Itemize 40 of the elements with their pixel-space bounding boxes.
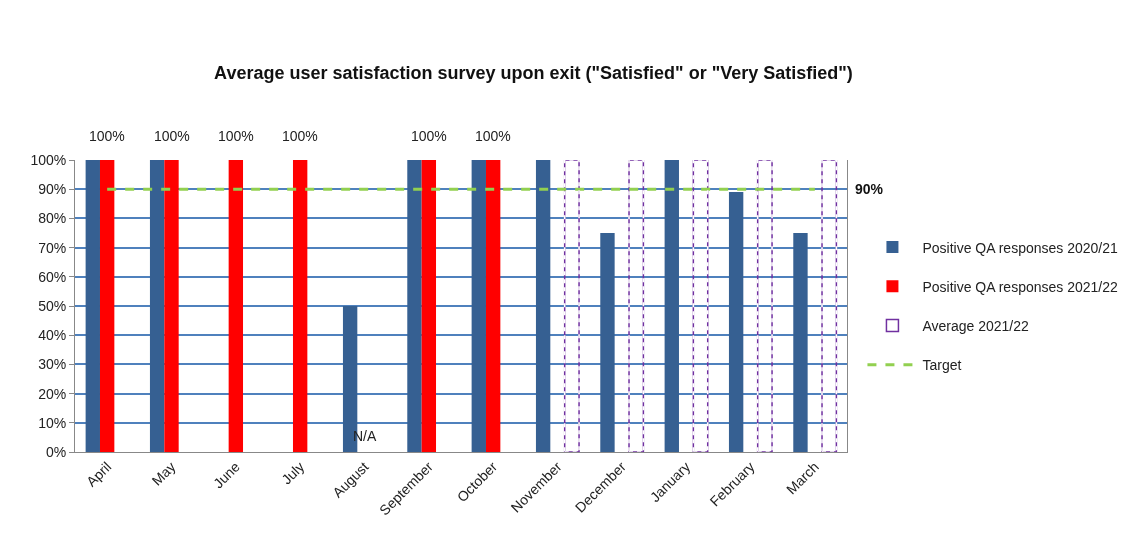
bar: [664, 160, 679, 452]
y-tick-label: 10%: [38, 414, 67, 431]
y-tick-label: 70%: [38, 239, 67, 256]
bar: [292, 160, 308, 452]
bar: [793, 233, 808, 452]
legend-label: Target: [922, 357, 962, 374]
bar: [149, 160, 165, 452]
bar: [485, 160, 501, 452]
x-tick-label: May: [148, 458, 179, 489]
y-tick-label: 50%: [38, 297, 67, 314]
y-tick-label: 20%: [38, 385, 67, 402]
data-label: 100%: [411, 128, 447, 144]
annotation: 90%: [855, 181, 884, 197]
bar: [535, 160, 551, 452]
y-tick-label: 30%: [38, 356, 67, 373]
y-tick-label: 90%: [38, 181, 67, 198]
chart-title: Average user satisfaction survey upon exit ("Satisfied" or "Very Satisfied"): [214, 62, 853, 83]
y-tick-label: 80%: [38, 210, 67, 227]
x-tick-label: July: [278, 458, 308, 488]
bar: [85, 160, 100, 452]
y-tick-label: 40%: [38, 327, 67, 344]
legend-label: Positive QA responses 2020/21: [922, 239, 1118, 256]
bar: [421, 160, 437, 452]
y-tick-label: 0%: [45, 443, 67, 460]
bar: [407, 160, 422, 452]
data-label: 100%: [282, 128, 318, 144]
bar: [471, 160, 486, 452]
data-label: 100%: [475, 128, 511, 144]
legend-label: Average 2021/22: [922, 317, 1030, 334]
bar: [728, 192, 744, 452]
bar: [600, 233, 615, 452]
y-tick-label: 60%: [38, 268, 67, 285]
data-label: 100%: [154, 128, 190, 144]
bar: [164, 160, 179, 452]
data-label: 100%: [89, 128, 125, 144]
legend-label: Positive QA responses 2021/22: [922, 278, 1118, 295]
bar: [99, 160, 115, 452]
bar: [228, 160, 244, 452]
data-label: 100%: [218, 128, 254, 144]
y-tick-label: 100%: [30, 151, 67, 168]
